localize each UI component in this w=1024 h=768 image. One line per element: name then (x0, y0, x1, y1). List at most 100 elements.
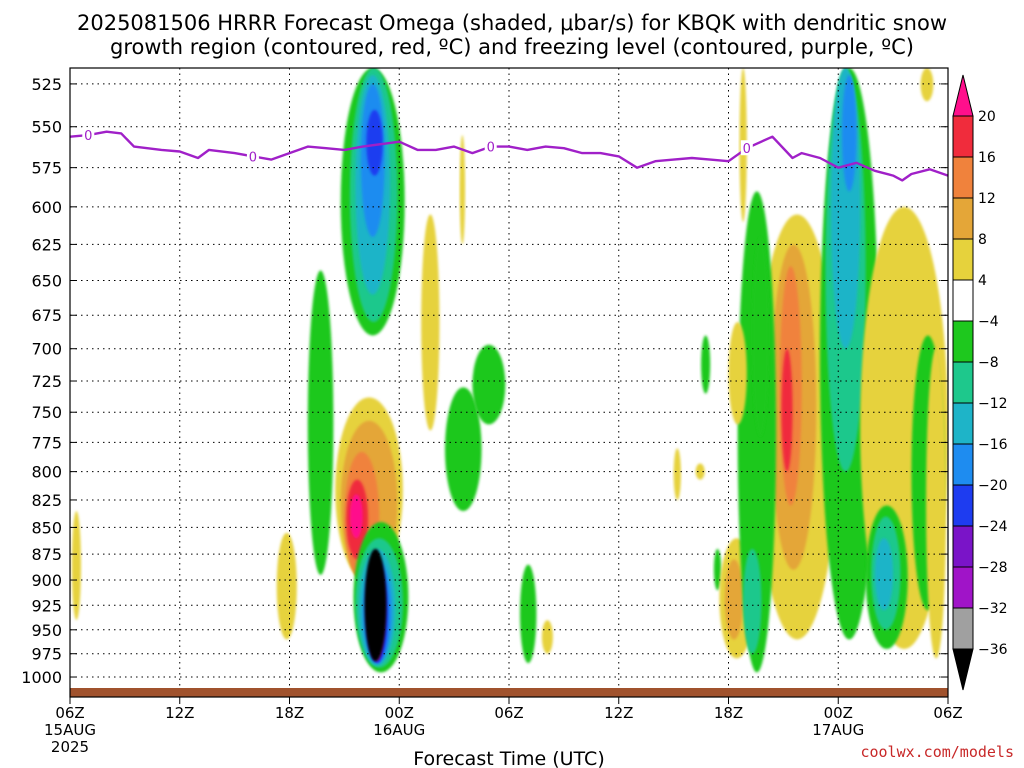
y-axis-ticks: 525 550 575 600 625 650 675 700 725 750 775 800 825 8… (21, 75, 948, 687)
colorbar-bin-9 (952, 443, 974, 486)
freezing-level-label-3: 0 (743, 142, 751, 157)
freezing-label-bg-3 (740, 140, 753, 156)
freezing-label-bg-2 (484, 138, 497, 154)
omega-region-23 (276, 532, 297, 640)
omega-region-26 (459, 135, 466, 245)
colorbar-label-4: 4 (978, 273, 987, 289)
y-tick-label-900: 900 (31, 571, 62, 590)
colorbar-bin-12 (952, 566, 974, 609)
freezing-level-label-0: 0 (84, 129, 92, 144)
omega-region-53 (920, 68, 934, 102)
x-tick-label-3: 00Z (385, 704, 414, 722)
colorbar-bin-6 (952, 320, 974, 363)
y-tick-label-625: 625 (31, 235, 62, 254)
x-tick-label-0: 06Z (55, 704, 84, 722)
y-tick-label-825: 825 (31, 491, 62, 510)
colorbar-bin-13 (952, 607, 974, 650)
colorbar-label-6: −8 (978, 355, 999, 371)
x-tick-year-0: 2025 (51, 738, 89, 756)
freezing-level-line (70, 130, 948, 182)
y-tick-label-775: 775 (31, 433, 62, 452)
colorbar-label-0: 20 (978, 109, 996, 125)
x-tick-label-5: 12Z (604, 704, 633, 722)
colorbar-label-10: −24 (978, 519, 1008, 535)
y-tick-label-575: 575 (31, 159, 62, 178)
omega-region-30 (701, 335, 711, 394)
colorbar-label-1: 16 (978, 150, 996, 166)
omega-region-5 (307, 270, 334, 575)
chart-title-line-2: growth region (contoured, red, ºC) and f… (110, 35, 914, 59)
omega-region-28 (673, 448, 681, 500)
colorbar-label-9: −20 (978, 478, 1008, 494)
colorbar-label-5: −4 (978, 314, 999, 330)
freezing-level-label-2: 0 (487, 141, 495, 156)
y-tick-label-675: 675 (31, 306, 62, 325)
omega-region-35 (781, 348, 793, 472)
colorbar-bin-4 (952, 238, 974, 281)
colorbar-bin-3 (952, 197, 974, 240)
colorbar-label-8: −16 (978, 437, 1008, 453)
y-tick-label-1000: 1000 (21, 668, 62, 687)
x-tick-date-7: 17AUG (812, 721, 864, 739)
y-tick-label-525: 525 (31, 75, 62, 94)
y-tick-label-975: 975 (31, 645, 62, 664)
omega-region-41 (728, 322, 747, 425)
colorbar-label-13: −36 (978, 642, 1008, 658)
colorbar-bottom-arrow (952, 648, 974, 691)
colorbar: 20 16 12 8 4 −4 −8 −12 −16 −20 −24 −28 −32 −36 (952, 74, 1008, 691)
x-tick-label-4: 06Z (494, 704, 523, 722)
y-tick-label-600: 600 (31, 198, 62, 217)
colorbar-label-11: −28 (978, 560, 1008, 576)
omega-region-14 (364, 548, 387, 662)
colorbar-bin-1 (952, 115, 974, 158)
omega-region-27 (541, 620, 553, 654)
chart-title-line-1: 2025081506 HRRR Forecast Omega (shaded, … (77, 11, 947, 35)
omega-region-37 (724, 559, 744, 640)
omega-region-24 (71, 511, 81, 621)
y-tick-label-725: 725 (31, 372, 62, 391)
x-tick-label-8: 06Z (933, 704, 962, 722)
omega-region-45 (841, 75, 857, 192)
x-tick-label-7: 00Z (824, 704, 853, 722)
credit-text: coolwx.com/models (860, 743, 1014, 761)
y-tick-label-850: 850 (31, 518, 62, 537)
y-tick-label-550: 550 (31, 118, 62, 137)
omega-shading (71, 68, 948, 673)
colorbar-label-2: 12 (978, 191, 996, 207)
grid-lines (70, 68, 948, 688)
omega-region-21 (472, 344, 506, 425)
x-tick-label-6: 18Z (714, 704, 743, 722)
omega-region-40 (752, 237, 769, 437)
omega-region-20 (444, 387, 482, 512)
colorbar-bin-7 (952, 361, 974, 404)
x-tick-date-0: 15AUG (44, 721, 96, 739)
freezing-label-bg-0 (82, 127, 95, 143)
omega-region-51 (926, 348, 947, 659)
omega-region-22 (519, 564, 537, 664)
x-tick-label-2: 18Z (275, 704, 304, 722)
y-tick-label-800: 800 (31, 463, 62, 482)
ground-surface (70, 688, 948, 697)
colorbar-bin-10 (952, 484, 974, 527)
colorbar-bin-8 (952, 402, 974, 445)
colorbar-bin-5 (952, 279, 974, 322)
omega-region-29 (695, 463, 705, 480)
x-axis-label: Forecast Time (UTC) (413, 748, 604, 768)
y-tick-label-925: 925 (31, 596, 62, 615)
y-tick-label-700: 700 (31, 340, 62, 359)
freezing-level-contour: 0 0 0 0 (70, 127, 948, 182)
freezing-label-bg-1 (246, 148, 259, 164)
omega-region-19 (366, 109, 383, 176)
colorbar-bin-2 (952, 156, 974, 199)
x-tick-date-3: 16AUG (373, 721, 425, 739)
y-tick-label-875: 875 (31, 545, 62, 564)
omega-region-4 (349, 494, 363, 539)
y-tick-label-950: 950 (31, 621, 62, 640)
omega-region-25 (421, 214, 440, 431)
colorbar-label-3: 8 (978, 232, 987, 248)
omega-region-39 (743, 548, 762, 654)
omega-region-49 (874, 538, 894, 611)
colorbar-bin-11 (952, 525, 974, 568)
